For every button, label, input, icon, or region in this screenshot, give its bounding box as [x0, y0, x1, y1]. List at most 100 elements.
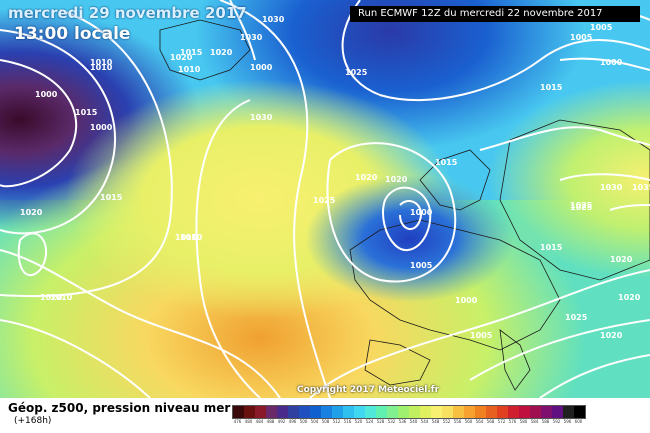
scale-label: 476 [233, 419, 242, 424]
pressure-label: 1015 [100, 193, 123, 202]
scale-label: 548 [431, 419, 440, 424]
scale-swatch [442, 406, 453, 418]
scale-swatch [398, 406, 409, 418]
scale-swatch [409, 406, 420, 418]
scale-label: 532 [387, 419, 396, 424]
pressure-label: 1000 [600, 58, 623, 67]
scale-swatch [420, 406, 431, 418]
scale-swatch [563, 406, 574, 418]
scale-swatch [574, 406, 585, 418]
scale-label: 520 [354, 419, 363, 424]
scale-swatch [233, 406, 244, 418]
pressure-label: 1025 [313, 196, 336, 205]
scale-swatch [387, 406, 398, 418]
scale-swatch [310, 406, 321, 418]
scale-label: 560 [464, 419, 473, 424]
pressure-label: 1000 [410, 208, 433, 217]
scale-swatch [354, 406, 365, 418]
pressure-label: 1000 [250, 63, 273, 72]
pressure-label: 1020 [355, 173, 378, 182]
scale-label: 584 [530, 419, 539, 424]
scale-label: 588 [541, 419, 550, 424]
scale-label: 492 [277, 419, 286, 424]
scale-label: 536 [398, 419, 407, 424]
scale-swatch [519, 406, 530, 418]
scale-label: 480 [244, 419, 253, 424]
pressure-label: 1025 [345, 68, 368, 77]
scale-label: 592 [552, 419, 561, 424]
pressure-label: 1005 [410, 261, 433, 270]
scale-label: 564 [475, 419, 484, 424]
pressure-label: 1030 [600, 183, 623, 192]
pressure-label: 1010 [90, 58, 113, 67]
scale-label: 488 [266, 419, 275, 424]
scale-label: 484 [255, 419, 264, 424]
pressure-label: 1030 [250, 113, 273, 122]
scale-label: 540 [409, 419, 418, 424]
scale-swatch [475, 406, 486, 418]
scale-label: 504 [310, 419, 319, 424]
scale-label: 596 [563, 419, 572, 424]
pressure-label: 1010 [180, 233, 203, 242]
scale-swatch [365, 406, 376, 418]
scale-label: 552 [442, 419, 451, 424]
weather-map: 1030 1005 1000 1025 1015 1010 1000 1020 1020 1015… [0, 0, 650, 398]
scale-label: 556 [453, 419, 462, 424]
pressure-label: 1020 [20, 208, 43, 217]
copyright: Copyright 2017 Meteociel.fr [297, 385, 440, 395]
pressure-label: 1015 [435, 158, 458, 167]
scale-swatch [244, 406, 255, 418]
scale-swatch [255, 406, 266, 418]
pressure-label: 1020 [40, 293, 63, 302]
pressure-label: 1005 [590, 23, 613, 32]
scale-swatch [552, 406, 563, 418]
scale-swatch [508, 406, 519, 418]
color-scale-labels: 476 480 484 488 492 496 500 504 508 512 516 520 524 5… [232, 419, 584, 424]
scale-swatch [332, 406, 343, 418]
scale-swatch [288, 406, 299, 418]
pressure-label: 1020 [610, 255, 633, 264]
pressure-label: 1020 [210, 48, 233, 57]
pressure-label: 1020 [600, 331, 623, 340]
pressure-label: 1025 [570, 201, 593, 210]
pressure-label: 1010 [90, 63, 113, 72]
pressure-label: 1020 [618, 293, 641, 302]
scale-swatch [321, 406, 332, 418]
pressure-label: 1010 [175, 233, 198, 242]
pressure-label: 1030 [240, 33, 263, 42]
scale-label: 568 [486, 419, 495, 424]
pressure-label: 1015 [540, 83, 563, 92]
scale-label: 576 [508, 419, 517, 424]
pressure-label: 1000 [90, 123, 113, 132]
scale-swatch [431, 406, 442, 418]
scale-swatch [541, 406, 552, 418]
legend-subtitle: (+168h) [14, 416, 52, 426]
legend-footer: Géop. z500, pression niveau mer (+168h) … [0, 398, 650, 433]
pressure-label: 1030 [262, 15, 285, 24]
pressure-label: 1020 [385, 175, 408, 184]
scale-label: 600 [574, 419, 583, 424]
pressure-label: 1000 [35, 90, 58, 99]
scale-swatch [453, 406, 464, 418]
pressure-label: 1005 [570, 33, 593, 42]
scale-swatch [343, 406, 354, 418]
scale-swatch [497, 406, 508, 418]
pressure-label: 1000 [455, 296, 478, 305]
pressure-label: 1010 [178, 65, 201, 74]
pressure-label: 1010 [50, 293, 73, 302]
scale-swatch [277, 406, 288, 418]
scale-swatch [266, 406, 277, 418]
scale-swatch [530, 406, 541, 418]
scale-swatch [376, 406, 387, 418]
scale-label: 528 [376, 419, 385, 424]
scale-label: 572 [497, 419, 506, 424]
legend-title: Géop. z500, pression niveau mer [8, 401, 231, 415]
scale-label: 508 [321, 419, 330, 424]
forecast-date: mercredi 29 novembre 2017 [8, 4, 247, 22]
scale-label: 500 [299, 419, 308, 424]
scale-label: 524 [365, 419, 374, 424]
scale-swatch [299, 406, 310, 418]
pressure-label: 1015 [75, 108, 98, 117]
scale-label: 580 [519, 419, 528, 424]
pressure-label: 1015 [540, 243, 563, 252]
